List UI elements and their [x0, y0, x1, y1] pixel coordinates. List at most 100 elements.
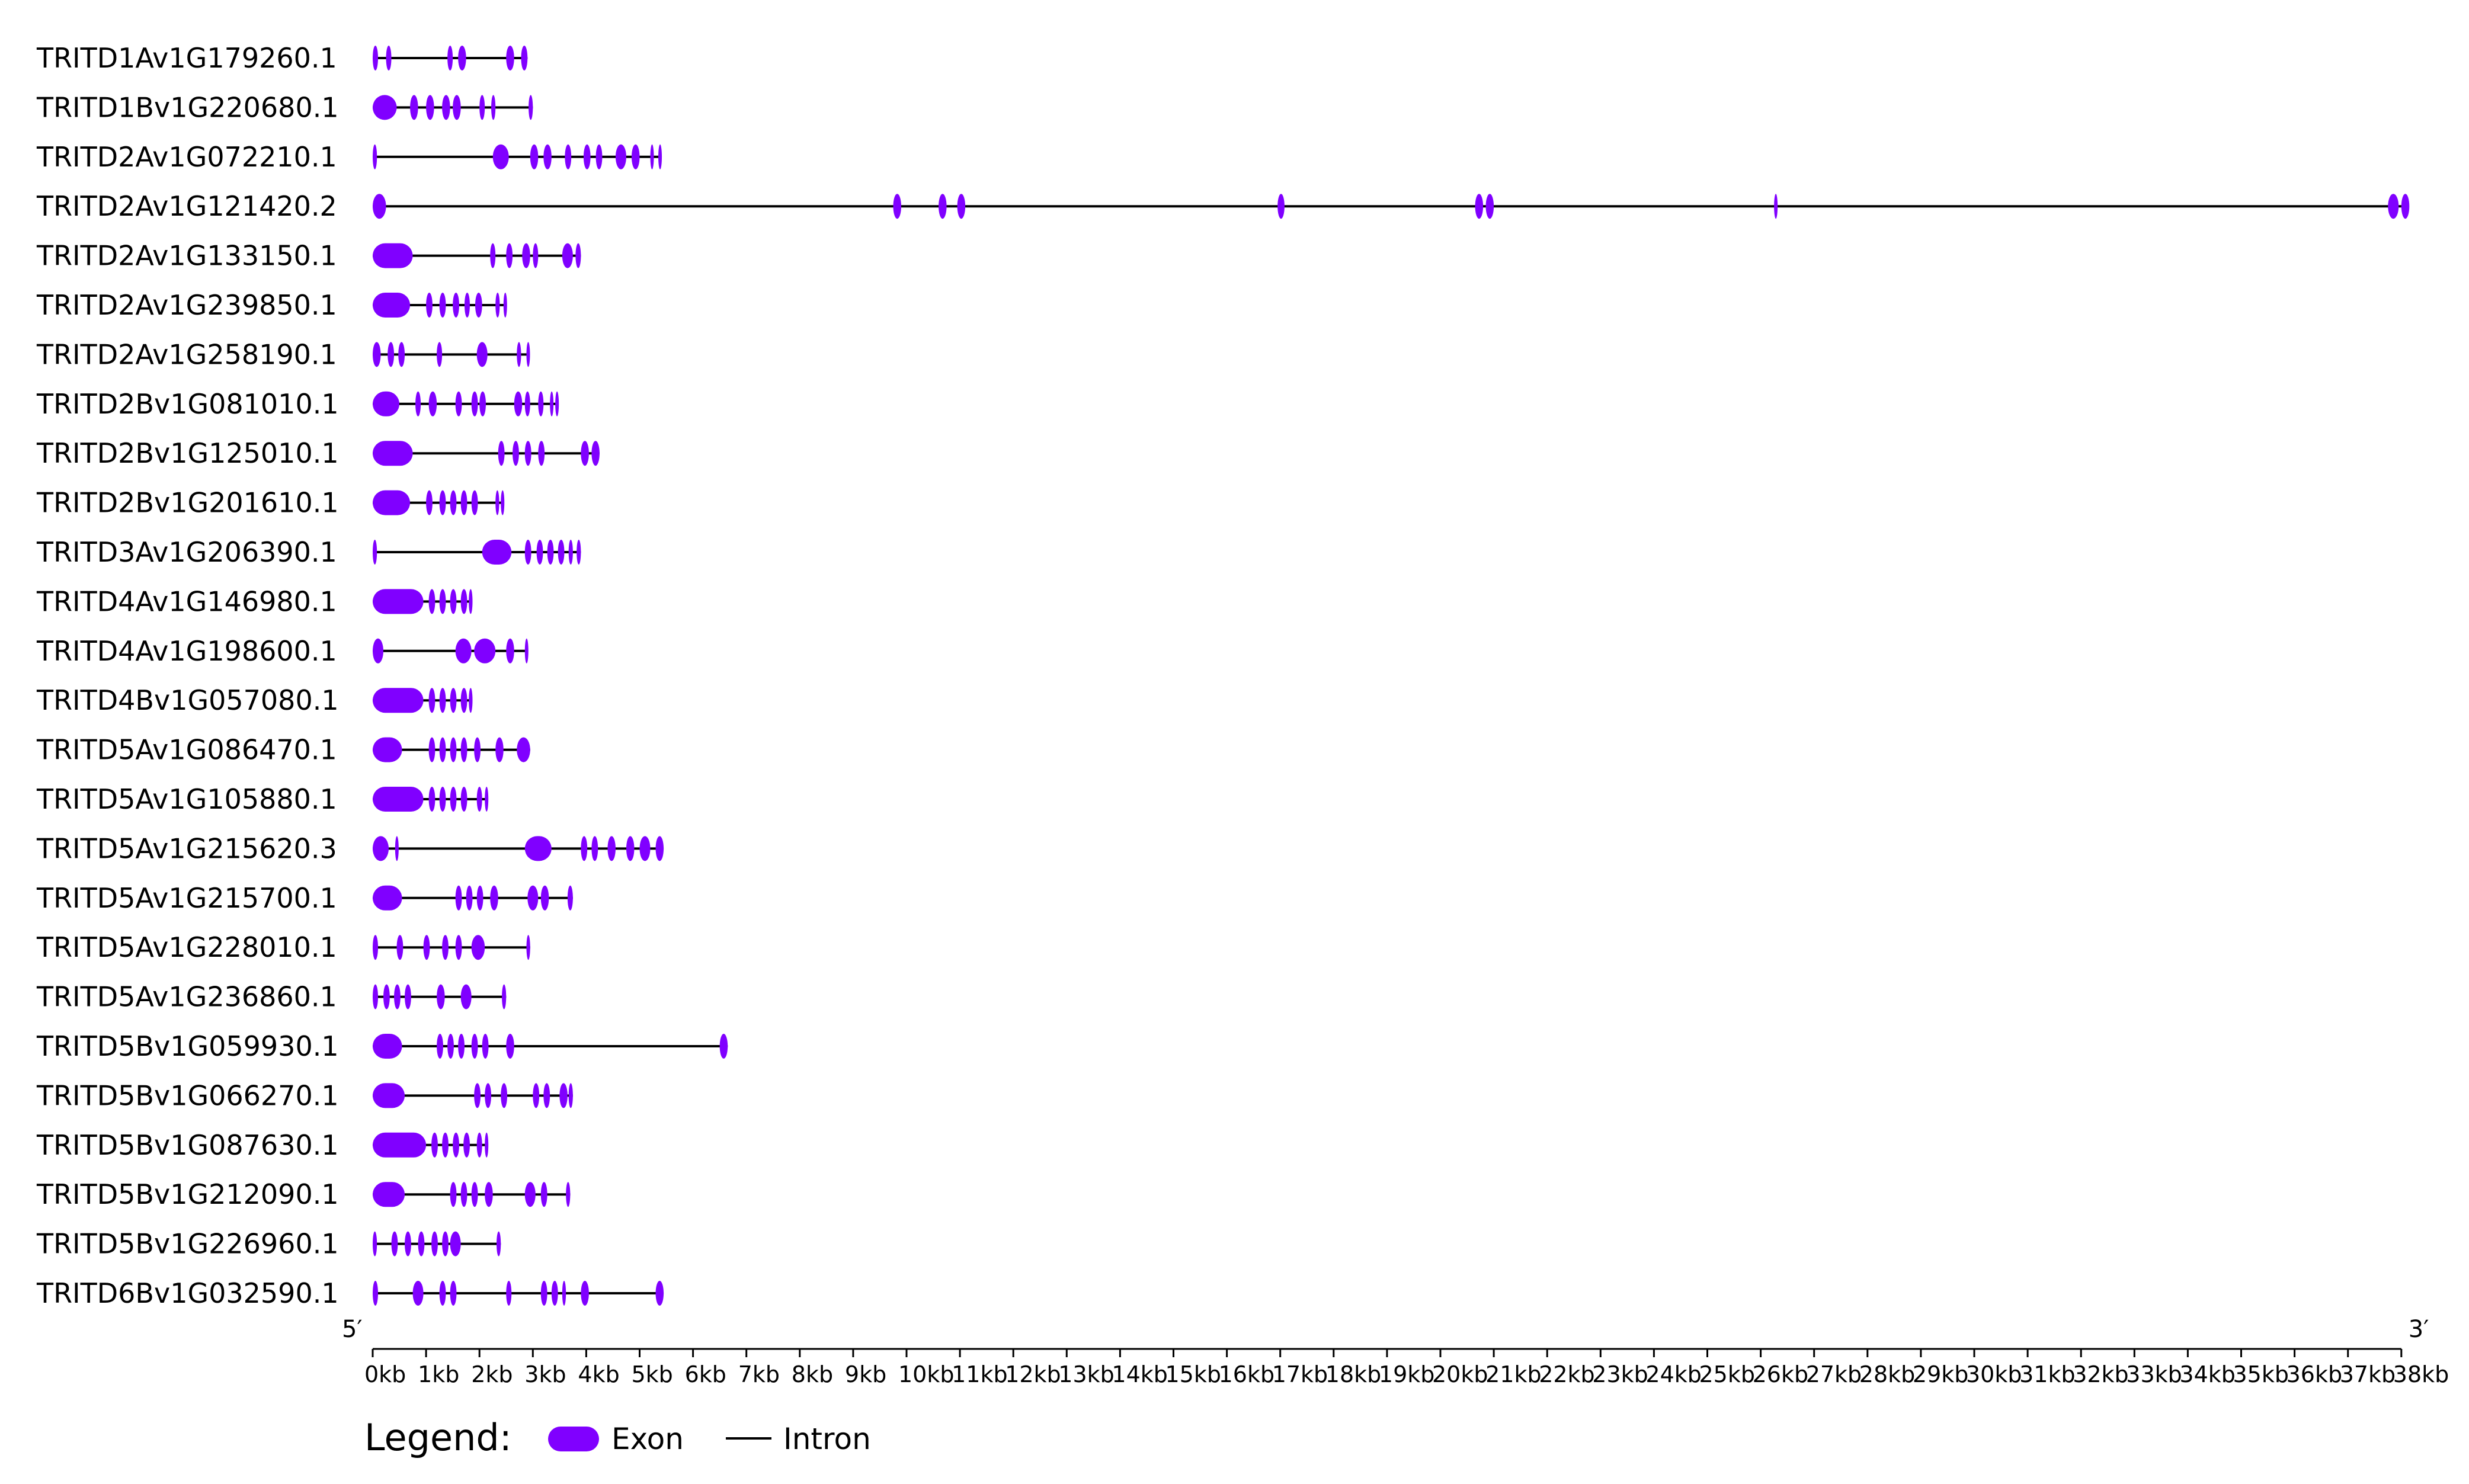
axis-tick-label: 19kb: [1379, 1361, 1434, 1387]
exon-block: [530, 144, 539, 169]
exon-block: [524, 1182, 536, 1207]
exon-block: [939, 194, 947, 219]
exon-block: [439, 490, 446, 515]
exon-block: [460, 1182, 467, 1207]
axis-tick-label: 14kb: [1112, 1361, 1167, 1387]
exon-block: [498, 441, 505, 466]
exon-block: [431, 1132, 438, 1158]
exon-block: [502, 984, 507, 1009]
exon-block: [591, 836, 598, 861]
exon-block: [2401, 194, 2410, 219]
gene-row: TRITD5Av1G105880.1: [36, 783, 489, 815]
exon-block: [482, 1034, 489, 1059]
gene-row: TRITD2Av1G239850.1: [36, 289, 507, 321]
exon-block: [428, 589, 435, 614]
exon-block: [562, 243, 573, 268]
exon-block: [458, 1034, 465, 1059]
axis-tick-label: 20kb: [1432, 1361, 1488, 1387]
exon-block: [373, 1083, 405, 1108]
exon-block: [373, 935, 379, 960]
exon-block: [536, 540, 543, 565]
exon-block: [455, 935, 462, 960]
exon-block: [567, 885, 573, 911]
axis-tick-label: 16kb: [1219, 1361, 1274, 1387]
axis-tick-label: 23kb: [1592, 1361, 1648, 1387]
exon-block: [469, 688, 473, 713]
exon-block: [566, 1182, 571, 1207]
axis-tick-label: 12kb: [1005, 1361, 1061, 1387]
gene-name-label: TRITD1Av1G179260.1: [36, 42, 337, 74]
exon-block: [501, 1083, 508, 1108]
exon-block: [524, 441, 531, 466]
gene-row: TRITD2Av1G121420.2: [36, 190, 2410, 222]
exon-block: [503, 293, 507, 318]
gene-name-label: TRITD5Av1G236860.1: [36, 981, 337, 1013]
exon-block: [482, 540, 512, 565]
exon-block: [543, 1083, 550, 1108]
gene-row: TRITD6Bv1G032590.1: [36, 1277, 664, 1309]
exon-block: [595, 144, 603, 169]
gene-row: TRITD4Bv1G057080.1: [36, 684, 473, 716]
axis-tick-label: 3kb: [524, 1361, 566, 1387]
exon-block: [437, 1034, 443, 1059]
exon-block: [450, 589, 457, 614]
exon-block: [540, 1182, 547, 1207]
axis-tick-label: 34kb: [2179, 1361, 2235, 1387]
exon-block: [453, 1132, 459, 1158]
exon-block: [455, 391, 462, 416]
axis-tick-label: 18kb: [1325, 1361, 1381, 1387]
exon-block: [526, 342, 530, 367]
exon-block: [524, 391, 530, 416]
gene-name-label: TRITD2Av1G258190.1: [36, 338, 337, 370]
exon-block: [581, 441, 589, 466]
exon-block: [453, 293, 459, 318]
exon-block: [485, 1083, 492, 1108]
scale-axis: 5′ 3′ 0kb 1kb 2kb 3kb 4kb 5kb 6kb 7kb 8kb 9kb 10kb…: [342, 1316, 2449, 1387]
exon-block: [428, 737, 435, 762]
exon-block: [476, 342, 488, 367]
axis-tick-label: 32kb: [2073, 1361, 2128, 1387]
gene-name-label: TRITD5Av1G215700.1: [36, 882, 337, 914]
exon-block: [495, 293, 500, 318]
exon-block: [495, 490, 499, 515]
axis-tick-label: 4kb: [578, 1361, 619, 1387]
gene-name-label: TRITD2Av1G239850.1: [36, 289, 337, 321]
exon-block: [439, 589, 446, 614]
exon-block: [373, 885, 402, 911]
exon-block: [428, 787, 435, 812]
exon-block: [469, 589, 473, 614]
exon-block: [650, 144, 654, 169]
gene-row: TRITD5Bv1G087630.1: [36, 1129, 489, 1161]
gene-row: TRITD5Av1G228010.1: [36, 931, 530, 963]
gene-name-label: TRITD5Av1G228010.1: [36, 931, 337, 963]
gene-name-label: TRITD2Av1G133150.1: [36, 240, 337, 272]
exon-block: [373, 194, 386, 219]
exon-block: [506, 1034, 514, 1059]
exon-block: [412, 1281, 424, 1306]
exon-block: [631, 144, 640, 169]
gene-name-label: TRITD5Bv1G087630.1: [36, 1129, 339, 1161]
exon-block: [373, 688, 424, 713]
legend-intron-label: Intron: [783, 1422, 871, 1456]
exon-block: [460, 984, 472, 1009]
exon-block: [373, 243, 413, 268]
exon-block: [391, 1231, 398, 1257]
exon-block: [474, 737, 481, 762]
axis-tick-label: 35kb: [2233, 1361, 2289, 1387]
exon-block: [426, 293, 433, 318]
exon-block: [373, 441, 413, 466]
exon-block: [655, 1281, 664, 1306]
three-prime-label: 3′: [2409, 1316, 2429, 1343]
exon-block: [524, 638, 529, 664]
exon-block: [388, 342, 395, 367]
exon-block: [373, 787, 424, 812]
axis-tick-label: 38kb: [2393, 1361, 2449, 1387]
exon-block: [373, 1034, 402, 1059]
exon-block: [418, 1231, 425, 1257]
exon-block: [475, 293, 482, 318]
exon-block: [398, 342, 405, 367]
exon-block: [396, 935, 404, 960]
exon-block: [658, 144, 662, 169]
gene-name-label: TRITD5Av1G215620.3: [36, 832, 337, 864]
gene-row: TRITD4Av1G146980.1: [36, 585, 473, 617]
